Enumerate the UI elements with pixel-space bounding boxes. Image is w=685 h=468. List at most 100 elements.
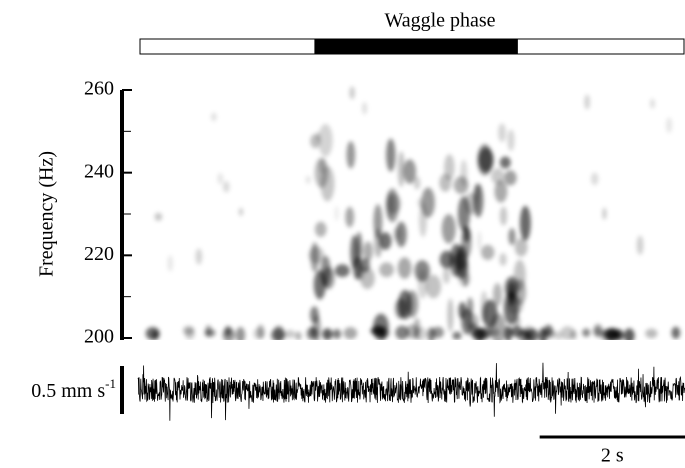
spectrogram-blob xyxy=(316,131,321,142)
spectrogram-blob xyxy=(538,327,548,340)
spectrogram-blob xyxy=(439,173,452,192)
spectrogram-blob xyxy=(449,243,464,277)
spectrogram-blob xyxy=(217,173,224,185)
spectrogram-blob xyxy=(494,180,508,203)
spectrogram-blob xyxy=(432,326,444,339)
amplitude-scale-sup: -1 xyxy=(105,376,116,391)
spectrogram-blob xyxy=(425,274,442,299)
spectrogram-blob xyxy=(458,272,471,287)
spectrogram-blob xyxy=(414,326,427,340)
spectrogram-blob xyxy=(522,325,536,340)
y-tick-label: 240 xyxy=(84,160,114,182)
spectrogram-blob xyxy=(398,289,413,320)
spectrogram-blob xyxy=(480,244,495,260)
spectrogram-blob xyxy=(624,328,635,340)
spectrogram xyxy=(145,86,681,340)
waveform xyxy=(137,362,685,421)
spectrogram-blob xyxy=(374,228,383,258)
spectrogram-blob xyxy=(441,214,456,244)
spectrogram-blob xyxy=(519,205,531,241)
amplitude-scale-text: 0.5 mm s xyxy=(31,380,105,402)
spectrogram-blob xyxy=(314,157,329,188)
spectrogram-blob xyxy=(379,232,392,250)
spectrogram-blob xyxy=(417,197,424,208)
spectrogram-blob xyxy=(507,295,523,315)
spectrogram-blob xyxy=(154,212,163,221)
spectrogram-blob xyxy=(332,328,342,339)
spectrogram-blob xyxy=(379,262,394,278)
spectrogram-blob xyxy=(167,255,173,272)
spectrogram-blob xyxy=(492,283,503,307)
waggle-phase xyxy=(314,39,518,54)
spectrogram-blob xyxy=(508,228,516,246)
time-scale-label: 2 s xyxy=(601,445,624,467)
spectrogram-blob xyxy=(343,327,358,340)
spectrogram-blob xyxy=(417,268,428,299)
spectrogram-blob xyxy=(309,326,317,338)
spectrogram-blob xyxy=(413,176,421,190)
spectrogram-blob xyxy=(349,86,355,100)
spectrogram-blob xyxy=(666,117,673,134)
spectrogram-blob xyxy=(361,102,368,115)
spectrogram-blob xyxy=(499,206,508,226)
spectrogram-blob xyxy=(584,94,591,110)
spectrogram-blob xyxy=(295,331,302,340)
spectrogram-blob xyxy=(345,206,355,228)
spectrogram-blob xyxy=(370,326,385,335)
spectrogram-blob xyxy=(346,141,356,169)
spectrogram-blob xyxy=(322,328,333,340)
spectrogram-blob xyxy=(560,326,575,340)
spectrogram-blob xyxy=(555,330,563,340)
spectrogram-blob xyxy=(419,203,427,237)
spectrogram-blob xyxy=(499,253,507,266)
spectrogram-blob xyxy=(671,326,681,339)
spectrogram-blob xyxy=(487,328,500,337)
y-tick-label: 220 xyxy=(84,243,114,265)
spectrogram-blob xyxy=(504,326,513,340)
spectrogram-blob xyxy=(393,227,401,241)
spectrogram-blob xyxy=(513,314,521,329)
spectrogram-blob xyxy=(238,207,244,217)
spectrogram-blob xyxy=(386,138,396,172)
spectrogram-blob xyxy=(498,123,506,143)
spectrogram-blob xyxy=(350,235,359,269)
spectrogram-blob xyxy=(357,263,365,281)
spectrogram-blob xyxy=(645,328,658,339)
spectrogram-blob xyxy=(507,129,515,152)
phase-label: Waggle phase xyxy=(384,10,495,32)
spectrogram-blob xyxy=(195,248,203,265)
spectrogram-blob xyxy=(513,259,526,291)
spectrogram-blob xyxy=(593,324,603,337)
spectrogram-blob xyxy=(403,159,417,184)
spectrogram-blob xyxy=(334,264,350,278)
spectrogram-blob xyxy=(235,327,246,340)
y-tick-label: 260 xyxy=(84,78,114,100)
spectrogram-blob xyxy=(395,325,410,340)
spectrogram-blob xyxy=(318,123,333,157)
spectrogram-blob xyxy=(151,330,159,340)
spectrogram-blob xyxy=(256,324,265,339)
spectrogram-blob xyxy=(504,170,517,186)
spectrogram-blob xyxy=(514,238,528,257)
spectrogram-blob xyxy=(373,204,383,239)
spectrogram-blob xyxy=(397,151,405,188)
spectrogram-blob xyxy=(444,154,455,181)
spectrogram-blob xyxy=(322,266,335,290)
spectrogram-blob xyxy=(473,183,484,218)
spectrogram-blob xyxy=(490,168,505,185)
y-tick-label: 200 xyxy=(84,326,114,348)
spectrogram-blob xyxy=(636,235,644,255)
spectrogram-blob xyxy=(482,299,498,329)
spectrogram-blob xyxy=(272,325,285,340)
spectrogram-blob xyxy=(457,196,470,232)
spectrogram-blob xyxy=(397,257,412,279)
spectrogram-blob xyxy=(314,221,327,237)
spectrogram-blob xyxy=(183,325,195,335)
y-axis-label: Frequency (Hz) xyxy=(36,151,58,277)
spectrogram-blob xyxy=(284,330,296,339)
spectrogram-blob xyxy=(334,206,339,221)
spectrogram-blob xyxy=(649,98,655,109)
spectrogram-blob xyxy=(590,172,599,186)
spectrogram-blob xyxy=(468,322,478,338)
